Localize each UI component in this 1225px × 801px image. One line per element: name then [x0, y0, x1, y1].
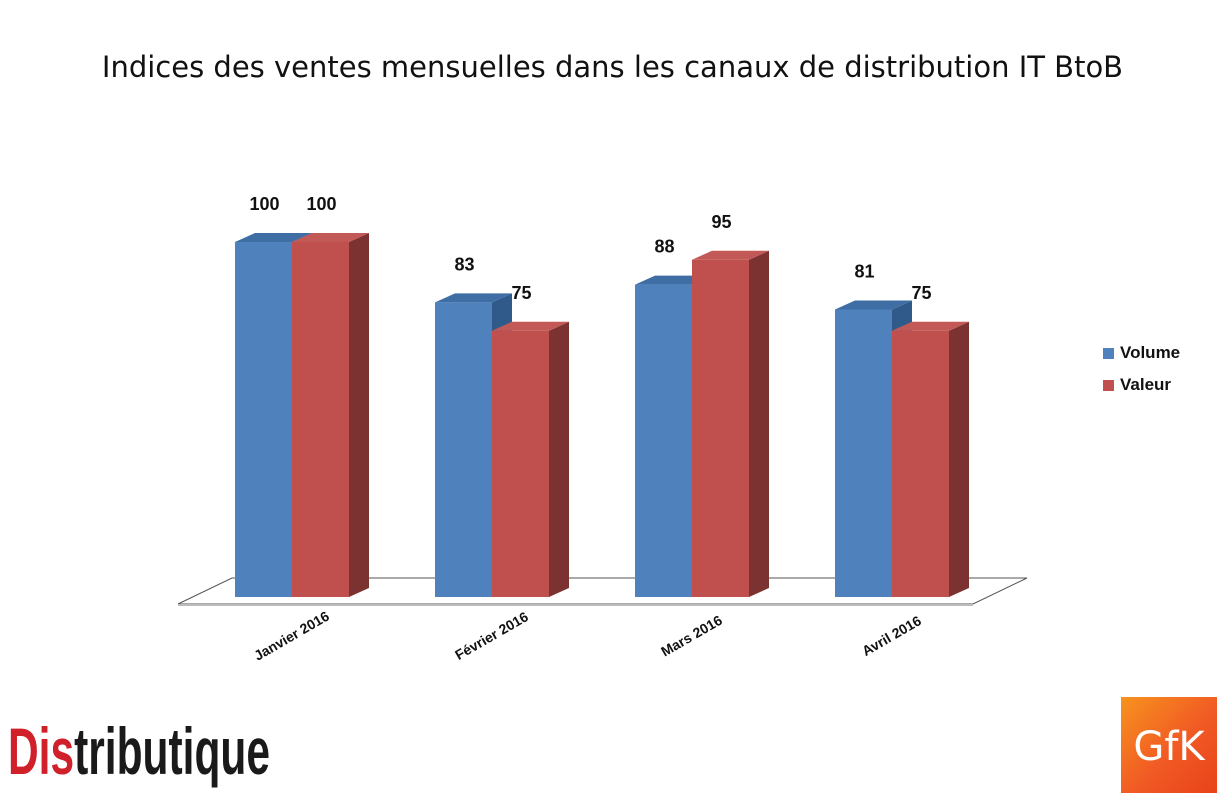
bar-side-valeur-4	[949, 321, 969, 597]
x-tick-label-4: Avril 2016	[859, 612, 924, 659]
svg-text:Distributique: Distributique	[8, 714, 270, 788]
bar-valeur-1	[292, 242, 349, 597]
bar-valeur-4	[892, 330, 949, 597]
chart-title: Indices des ventes mensuelles dans les c…	[101, 50, 1124, 84]
bar-side-valeur-2	[549, 321, 569, 597]
bar-valeur-2	[492, 330, 549, 597]
bar-volume-2	[435, 302, 492, 597]
data-label-volume-3: 88	[654, 237, 674, 257]
legend-label-valeur: Valeur	[1120, 375, 1172, 394]
data-label-volume-1: 100	[249, 194, 279, 214]
x-tick-label-1: Janvier 2016	[251, 608, 332, 664]
legend-item-volume: Volume	[1103, 337, 1180, 369]
bar-top-volume-4	[835, 300, 912, 310]
bar-top-valeur-1	[292, 233, 369, 242]
legend-swatch-valeur	[1103, 379, 1114, 391]
legend-swatch-volume	[1103, 347, 1114, 359]
bar-side-valeur-3	[749, 250, 769, 597]
bar-top-valeur-4	[892, 321, 969, 331]
logo-text-dis: Dis	[8, 714, 74, 788]
bar-top-valeur-3	[692, 250, 769, 260]
bar-valeur-3	[692, 259, 749, 597]
bar-volume-3	[635, 284, 692, 597]
bar-top-volume-2	[435, 293, 512, 303]
x-tick-label-3: Mars 2016	[658, 612, 725, 660]
chart-floor	[177, 577, 1028, 606]
data-label-valeur-2: 75	[511, 283, 531, 303]
bar-top-valeur-2	[492, 321, 569, 331]
bar-side-valeur-1	[349, 233, 369, 597]
x-axis-ticks: Janvier 2016 Février 2016 Mars 2016 Avril 2…	[251, 608, 924, 664]
data-label-valeur-3: 95	[711, 212, 731, 232]
logo-text-tributique: tributique	[74, 714, 270, 788]
data-label-valeur-4: 75	[911, 283, 931, 303]
bars-layer	[235, 233, 969, 597]
data-label-valeur-1: 100	[306, 194, 336, 214]
legend-label-volume: Volume	[1120, 343, 1181, 362]
data-label-volume-2: 83	[454, 254, 474, 274]
distributique-logo: Distributique	[6, 706, 276, 796]
legend-item-valeur: Valeur	[1103, 369, 1180, 401]
gfk-logo: GfK	[1121, 697, 1217, 793]
data-labels: 100 100 83 75 88 95 81 75	[249, 194, 931, 303]
bar-volume-1	[235, 242, 292, 597]
bar-volume-4	[835, 309, 892, 597]
legend: Volume Valeur	[1103, 337, 1180, 401]
data-label-volume-4: 81	[854, 261, 874, 281]
x-tick-label-2: Février 2016	[452, 608, 531, 663]
gfk-logo-text: GfK	[1133, 724, 1206, 770]
floor-edge	[178, 604, 973, 606]
bar-top-volume-1	[235, 233, 312, 242]
